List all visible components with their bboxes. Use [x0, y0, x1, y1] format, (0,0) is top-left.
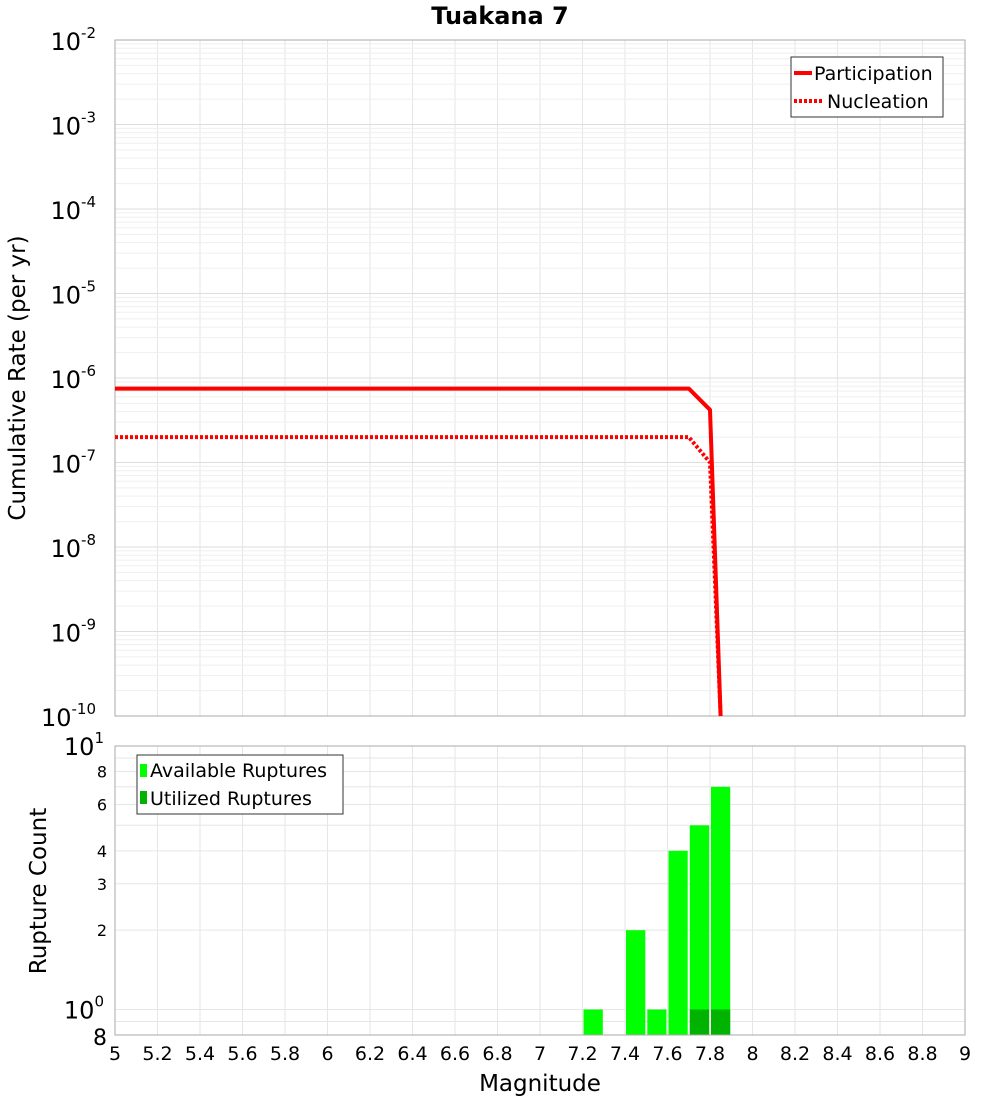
x-tick-label: 5.2	[142, 1043, 172, 1065]
count-y-tick-label: 2	[97, 921, 107, 940]
count-plot-frame	[114, 745, 966, 1036]
legend-available-swatch	[140, 764, 147, 777]
available-rupture-bar	[711, 786, 731, 1035]
x-tick-label: 8.4	[822, 1043, 852, 1065]
count-y-tick-label: 3	[97, 875, 107, 894]
rate-y-axis-label: Cumulative Rate (per yr)	[5, 235, 31, 520]
x-tick-label: 9	[959, 1043, 971, 1065]
rate-plot-grid	[114, 40, 966, 717]
x-tick-label: 6.4	[397, 1043, 427, 1065]
legend-available-label: Available Ruptures	[150, 760, 327, 782]
rate-y-ticks: 10-10 10-9 10-8 10-7 10-6 10-5 10-4 10-3 10-2	[41, 24, 96, 732]
x-tick-label: 5.8	[270, 1043, 300, 1065]
available-rupture-bar	[647, 1009, 667, 1035]
rate-y-tick-label: 10-9	[50, 616, 96, 648]
rate-plot-frame	[114, 39, 966, 717]
x-tick-label: 6	[321, 1043, 333, 1065]
legend-utilized-label: Utilized Ruptures	[150, 788, 312, 810]
rate-y-tick-label: 10-2	[50, 24, 96, 56]
rate-legend: Participation Nucleation	[790, 56, 944, 118]
x-tick-label: 7	[534, 1043, 546, 1065]
available-rupture-bar	[689, 825, 710, 1035]
count-legend-box	[136, 754, 344, 815]
rate-y-tick-label: 10-10	[41, 700, 96, 732]
x-tick-label: 7.6	[652, 1043, 682, 1065]
x-tick-label: 5	[109, 1043, 121, 1065]
rate-y-tick-label: 10-6	[50, 362, 96, 394]
magnitude-x-ticks: 5 5.2 5.4 5.6 5.8 6 6.2 6.4 6.6 6.8 7 7.2 7.4 7.6 7.8 8…	[109, 1043, 971, 1065]
rate-series	[115, 386, 723, 717]
x-tick-label: 8.2	[780, 1043, 810, 1065]
rate-plot: 10-10 10-9 10-8 10-7 10-6 10-5 10-4 10-3 10-2 Cu…	[5, 24, 966, 732]
rate-y-tick-label: 10-7	[50, 447, 96, 479]
legend-nucleation-label: Nucleation	[827, 91, 929, 113]
rate-legend-box	[790, 56, 944, 118]
x-tick-label: 7.8	[695, 1043, 725, 1065]
rate-y-tick-label: 10-5	[50, 278, 96, 310]
available-rupture-bar	[668, 850, 688, 1035]
legend-utilized-swatch	[140, 791, 147, 804]
count-plot-grid	[114, 746, 966, 1035]
nucleation-line	[115, 435, 723, 717]
x-axis-label: Magnitude	[479, 1071, 601, 1097]
rate-y-tick-label: 10-3	[50, 109, 96, 141]
x-tick-label: 8.8	[907, 1043, 937, 1065]
x-tick-label: 5.4	[185, 1043, 215, 1065]
count-y-tick-label: 4	[97, 842, 107, 861]
legend-participation-label: Participation	[814, 63, 933, 85]
count-legend: Available Ruptures Utilized Ruptures	[136, 754, 344, 815]
count-y-tick-label: 6	[97, 795, 107, 814]
x-tick-label: 7.4	[610, 1043, 640, 1065]
rate-y-tick-label: 10-4	[50, 193, 96, 225]
x-tick-label: 6.2	[355, 1043, 385, 1065]
available-rupture-bar	[583, 1009, 603, 1035]
count-bars	[583, 786, 731, 1035]
x-tick-label: 6.6	[440, 1043, 470, 1065]
utilized-rupture-bar	[689, 1009, 710, 1035]
x-tick-label: 8.6	[865, 1043, 895, 1065]
x-tick-label: 5.6	[227, 1043, 257, 1065]
x-tick-label: 8	[746, 1043, 758, 1065]
utilized-rupture-bar	[711, 1009, 731, 1035]
x-tick-label: 6.8	[482, 1043, 512, 1065]
count-y-tick-label: 100	[64, 992, 104, 1024]
count-y-tick-label: 101	[64, 729, 104, 761]
rate-y-tick-label: 10-8	[50, 531, 96, 563]
count-y-axis-label: Rupture Count	[26, 808, 52, 974]
available-rupture-bar	[626, 930, 646, 1035]
count-y-tick-label: 8	[93, 1026, 107, 1051]
chart-title: Tuakana 7	[431, 2, 569, 30]
x-tick-label: 7.2	[567, 1043, 597, 1065]
count-y-tick-label: 8	[97, 763, 107, 782]
